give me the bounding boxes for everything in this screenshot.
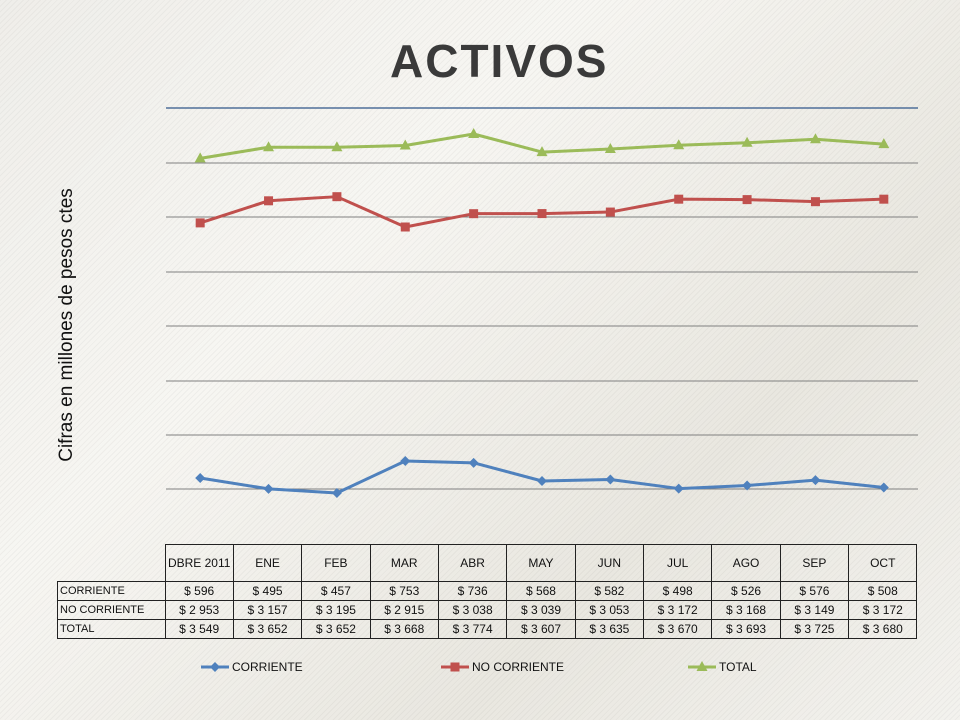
data-label: $ 2 915 bbox=[369, 600, 439, 620]
table-header-row: DBRE 2011 ENE FEB MAR ABR MAY JUN JUL AGO SEP OCT bbox=[58, 544, 918, 582]
category-label: DBRE 2011 bbox=[164, 544, 234, 582]
line-chart bbox=[166, 107, 918, 498]
series-name: TOTAL bbox=[57, 619, 166, 639]
data-label: $ 495 bbox=[232, 581, 303, 601]
data-point-corriente bbox=[468, 457, 479, 468]
category-label: AGO bbox=[711, 544, 781, 582]
data-label: $ 3 607 bbox=[506, 619, 576, 639]
data-point-total bbox=[673, 139, 685, 150]
data-point-corriente bbox=[331, 488, 342, 498]
data-point-corriente bbox=[537, 476, 547, 486]
chart-legend: CORRIENTE NO CORRIENTE TOTAL bbox=[200, 660, 900, 678]
data-label: $ 2 953 bbox=[164, 600, 234, 620]
data-point-total bbox=[331, 141, 343, 152]
data-point-no_corriente bbox=[264, 196, 274, 206]
data-label: $ 526 bbox=[711, 581, 781, 601]
data-point-total bbox=[741, 136, 753, 147]
data-point-corriente bbox=[605, 474, 616, 485]
data-label: $ 508 bbox=[848, 581, 918, 601]
page-title: ACTIVOS bbox=[390, 35, 609, 87]
data-label: $ 3 168 bbox=[711, 600, 781, 620]
data-point-corriente bbox=[810, 475, 821, 486]
data-label: $ 3 652 bbox=[232, 619, 303, 639]
data-label: $ 3 038 bbox=[437, 600, 508, 620]
data-label: $ 753 bbox=[369, 581, 439, 601]
data-point-corriente bbox=[673, 483, 684, 494]
legend-item-total: TOTAL bbox=[687, 660, 757, 674]
data-label: $ 568 bbox=[506, 581, 576, 601]
category-label: ENE bbox=[232, 544, 303, 582]
legend-item-corriente: CORRIENTE bbox=[200, 660, 303, 674]
data-point-corriente bbox=[878, 482, 889, 493]
data-label: $ 3 549 bbox=[164, 619, 234, 639]
data-point-total bbox=[399, 139, 411, 150]
data-label: $ 736 bbox=[437, 581, 508, 601]
legend-label: TOTAL bbox=[719, 660, 757, 674]
data-point-corriente bbox=[195, 472, 206, 483]
table-row: TOTAL $ 3 549 $ 3 652 $ 3 652 $ 3 668 $ 3 774… bbox=[57, 619, 918, 639]
data-point-no_corriente bbox=[810, 197, 820, 207]
data-label: $ 3 668 bbox=[369, 619, 439, 639]
data-label: $ 3 195 bbox=[301, 600, 371, 620]
category-label: MAY bbox=[506, 544, 576, 582]
category-label: JUN bbox=[574, 544, 645, 582]
table-row: CORRIENTE $ 596 $ 495 $ 457 $ 753 $ 736 $ 568 $… bbox=[57, 581, 918, 601]
data-label: $ 3 652 bbox=[301, 619, 371, 639]
category-label: ABR bbox=[437, 544, 508, 582]
legend-label: CORRIENTE bbox=[232, 660, 303, 674]
data-point-no_corriente bbox=[469, 209, 479, 219]
data-label: $ 3 635 bbox=[574, 619, 645, 639]
data-point-no_corriente bbox=[400, 222, 410, 232]
data-point-total bbox=[194, 152, 206, 163]
data-label: $ 3 693 bbox=[711, 619, 781, 639]
data-label: $ 3 172 bbox=[643, 600, 713, 620]
table-corner bbox=[58, 545, 166, 582]
data-point-total bbox=[878, 138, 890, 149]
data-label: $ 3 670 bbox=[643, 619, 713, 639]
category-label: JUL bbox=[643, 544, 713, 582]
data-label: $ 3 157 bbox=[232, 600, 303, 620]
data-point-no_corriente bbox=[674, 194, 684, 204]
legend-marker-diamond-icon bbox=[201, 662, 229, 672]
data-table: DBRE 2011 ENE FEB MAR ABR MAY JUN JUL AGO SEP OCT … bbox=[57, 544, 918, 639]
data-point-total bbox=[536, 146, 548, 157]
data-label: $ 498 bbox=[643, 581, 713, 601]
series-name: NO CORRIENTE bbox=[57, 600, 166, 620]
category-label: SEP bbox=[779, 544, 850, 582]
data-point-total bbox=[604, 143, 616, 154]
data-label: $ 457 bbox=[301, 581, 371, 601]
data-label: $ 3 725 bbox=[779, 619, 850, 639]
data-label: $ 3 039 bbox=[506, 600, 576, 620]
data-point-no_corriente bbox=[537, 209, 547, 219]
legend-item-no_corriente: NO CORRIENTE bbox=[440, 660, 564, 674]
data-label: $ 582 bbox=[574, 581, 645, 601]
data-label: $ 576 bbox=[779, 581, 850, 601]
legend-marker-triangle-icon bbox=[688, 661, 716, 671]
data-label: $ 3 053 bbox=[574, 600, 645, 620]
data-label: $ 3 149 bbox=[779, 600, 850, 620]
data-point-no_corriente bbox=[742, 195, 752, 205]
legend-label: NO CORRIENTE bbox=[472, 660, 565, 674]
data-point-corriente bbox=[263, 483, 274, 494]
category-label: FEB bbox=[301, 544, 371, 582]
data-point-total bbox=[809, 133, 821, 144]
data-point-no_corriente bbox=[195, 218, 205, 228]
data-point-corriente bbox=[400, 456, 411, 466]
data-point-total bbox=[263, 141, 275, 152]
data-point-total bbox=[468, 128, 480, 138]
category-label: OCT bbox=[848, 544, 918, 582]
data-label: $ 596 bbox=[164, 581, 234, 601]
legend-marker-square-icon bbox=[441, 662, 469, 672]
data-point-no_corriente bbox=[332, 192, 342, 202]
data-label: $ 3 680 bbox=[848, 619, 918, 639]
category-label: MAR bbox=[369, 544, 439, 582]
data-point-no_corriente bbox=[879, 194, 889, 204]
data-label: $ 3 172 bbox=[848, 600, 918, 620]
series-name: CORRIENTE bbox=[57, 581, 166, 601]
data-point-no_corriente bbox=[605, 207, 615, 217]
table-row: NO CORRIENTE $ 2 953 $ 3 157 $ 3 195 $ 2 915… bbox=[57, 600, 918, 620]
data-label: $ 3 774 bbox=[437, 619, 508, 639]
data-point-corriente bbox=[742, 480, 753, 491]
